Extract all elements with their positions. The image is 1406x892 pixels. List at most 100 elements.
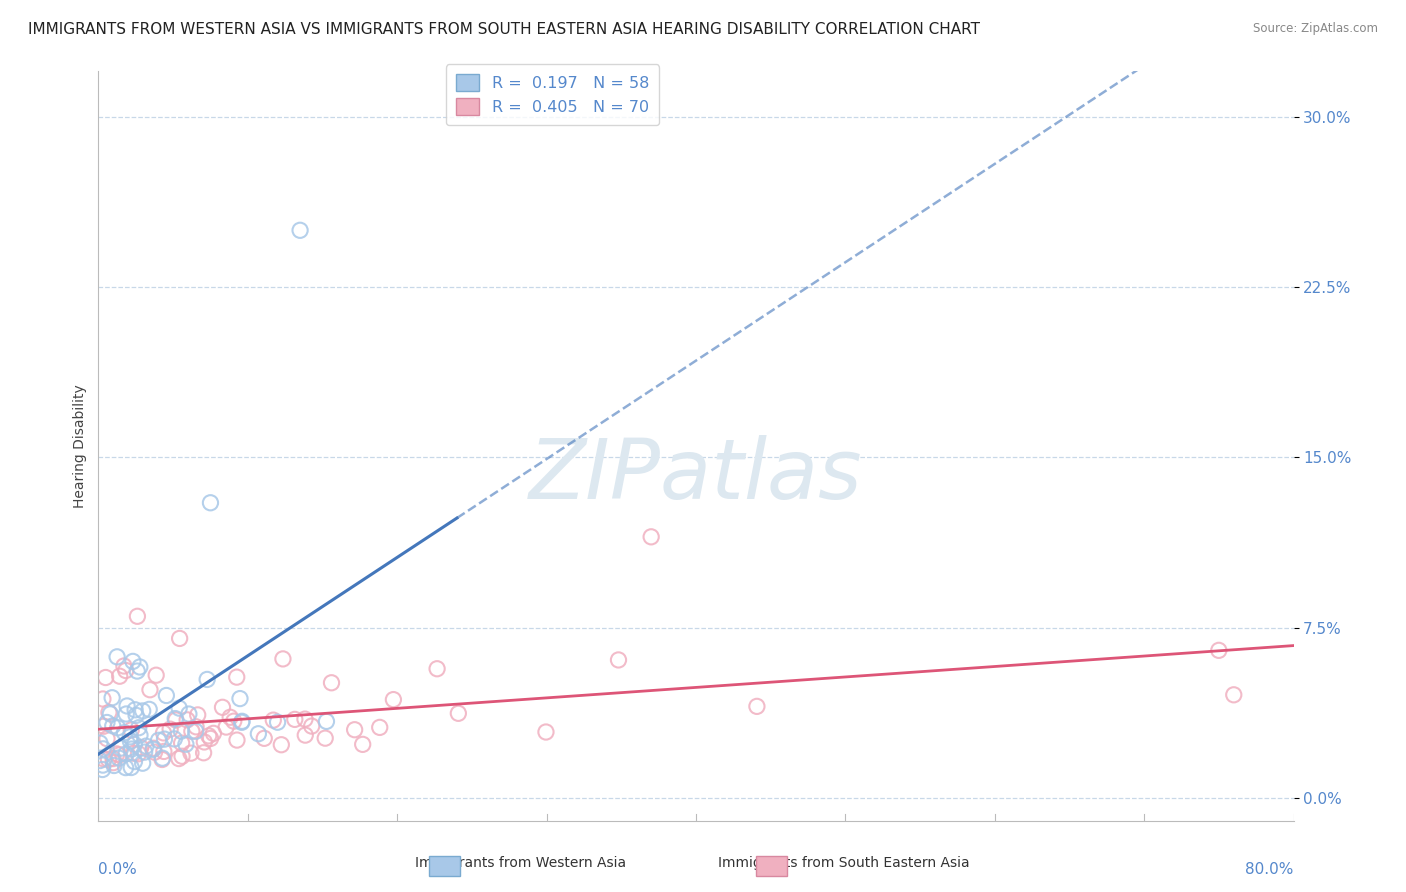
Point	[142, 742, 165, 756]
Point	[288, 223, 311, 237]
Point	[184, 724, 207, 739]
Point	[134, 745, 156, 759]
Point	[193, 746, 215, 760]
Point	[294, 728, 316, 742]
Point	[94, 671, 117, 685]
Text: IMMIGRANTS FROM WESTERN ASIA VS IMMIGRANTS FROM SOUTH EASTERN ASIA HEARING DISAB: IMMIGRANTS FROM WESTERN ASIA VS IMMIGRAN…	[28, 22, 980, 37]
Point	[231, 715, 253, 730]
Point	[120, 723, 142, 737]
Point	[169, 632, 191, 646]
Point	[170, 736, 193, 750]
Point	[426, 662, 449, 676]
Point	[138, 702, 160, 716]
Point	[266, 715, 288, 730]
Point	[128, 721, 150, 735]
Point	[180, 746, 202, 760]
Text: Immigrants from South Eastern Asia: Immigrants from South Eastern Asia	[718, 856, 969, 871]
Point	[197, 729, 219, 743]
Point	[103, 758, 125, 772]
Point	[114, 725, 136, 739]
Point	[120, 730, 142, 744]
Point	[122, 654, 145, 668]
Point	[200, 496, 222, 510]
Point	[131, 704, 153, 718]
Point	[270, 738, 292, 752]
Point	[105, 649, 128, 664]
Point	[200, 731, 222, 746]
Point	[170, 749, 193, 764]
Point	[193, 735, 215, 749]
Point	[110, 741, 132, 756]
Point	[174, 737, 197, 751]
Point	[112, 659, 135, 673]
Point	[145, 668, 167, 682]
Point	[315, 714, 337, 729]
Point	[98, 706, 121, 721]
Point	[534, 725, 557, 739]
Point	[124, 738, 146, 752]
Point	[124, 755, 146, 769]
Point	[229, 691, 252, 706]
Point	[262, 713, 284, 727]
Point	[93, 719, 115, 733]
Text: 0.0%: 0.0%	[98, 862, 138, 877]
Point	[607, 653, 630, 667]
Point	[143, 745, 166, 759]
Point	[170, 724, 193, 739]
Point	[382, 692, 405, 706]
Point	[139, 682, 162, 697]
Point	[101, 719, 124, 733]
Point	[745, 699, 768, 714]
Point	[165, 712, 187, 726]
Point	[135, 739, 157, 753]
Point	[108, 747, 131, 762]
Point	[211, 700, 233, 714]
Point	[96, 715, 118, 730]
Point	[115, 698, 138, 713]
Point	[152, 726, 174, 740]
Point	[91, 742, 114, 756]
Text: 80.0%: 80.0%	[1246, 862, 1294, 877]
Point	[165, 713, 187, 727]
Point	[284, 712, 307, 726]
Point	[131, 756, 153, 771]
Point	[127, 664, 149, 678]
Point	[187, 707, 209, 722]
Point	[120, 734, 142, 748]
Point	[129, 728, 152, 742]
Point	[184, 720, 207, 734]
Point	[253, 731, 276, 746]
Point	[93, 752, 115, 766]
Point	[159, 722, 181, 736]
Point	[294, 712, 316, 726]
Point	[127, 747, 149, 761]
Point	[103, 756, 125, 770]
Point	[108, 669, 131, 683]
Point	[89, 754, 111, 768]
Point	[225, 670, 247, 684]
Point	[115, 747, 138, 761]
Point	[640, 530, 662, 544]
Point	[91, 692, 114, 706]
Point	[1223, 688, 1246, 702]
Point	[153, 744, 176, 758]
Point	[121, 742, 143, 756]
Point	[107, 721, 129, 735]
Point	[127, 609, 149, 624]
Point	[180, 724, 202, 739]
Point	[142, 741, 165, 756]
Point	[91, 763, 114, 777]
Point	[271, 652, 294, 666]
Point	[222, 714, 245, 728]
Point	[114, 664, 136, 678]
Point	[231, 714, 253, 729]
Point	[107, 751, 129, 765]
Point	[152, 751, 174, 765]
Point	[120, 760, 142, 774]
Point	[155, 689, 177, 703]
Point	[150, 752, 173, 766]
Point	[96, 731, 118, 746]
Point	[153, 732, 176, 747]
Point	[447, 706, 470, 721]
Point	[219, 710, 242, 724]
